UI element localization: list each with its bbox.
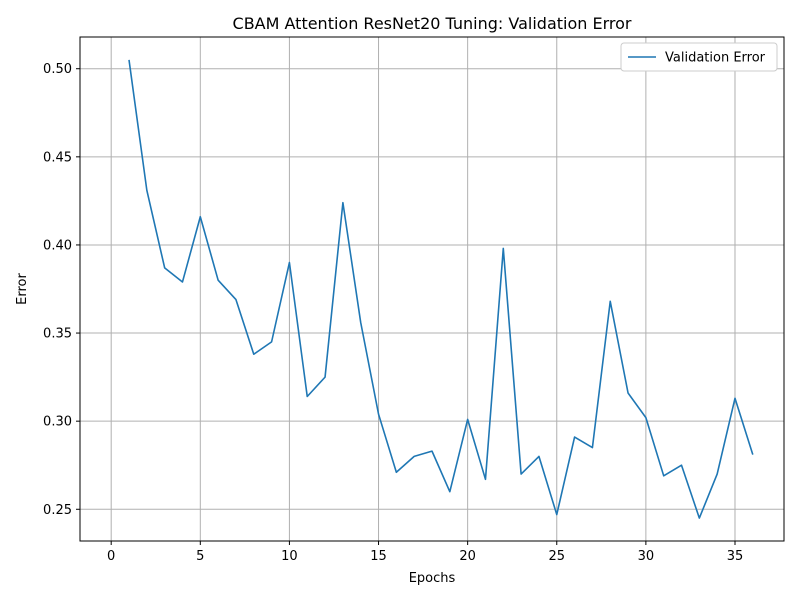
y-tick-label: 0.40 <box>43 238 72 253</box>
x-tick-label: 35 <box>727 549 744 564</box>
x-tick-label: 30 <box>638 549 655 564</box>
series-layer <box>128 59 754 519</box>
x-tick-label: 10 <box>281 549 298 564</box>
grid-layer <box>80 37 784 541</box>
x-axis-label: Epochs <box>409 571 456 586</box>
y-tick-label: 0.35 <box>43 327 72 342</box>
chart-title: CBAM Attention ResNet20 Tuning: Validati… <box>233 14 632 33</box>
series-line-validation-error <box>128 59 754 519</box>
tick-layer: 0 5 10 15 20 25 30 35 0.25 0.30 0.35 0.40 0.45 0.50 <box>43 62 743 564</box>
y-axis-label: Error <box>15 273 30 305</box>
y-tick-label: 0.25 <box>43 503 72 518</box>
x-tick-label: 20 <box>459 549 476 564</box>
y-tick-label: 0.50 <box>43 62 72 77</box>
x-tick-label: 15 <box>370 549 387 564</box>
x-tick-label: 0 <box>107 549 115 564</box>
legend-entry-validation-error: Validation Error <box>665 51 766 66</box>
plot-frame <box>79 36 785 542</box>
x-tick-label: 5 <box>196 549 204 564</box>
legend-box <box>620 42 778 72</box>
y-tick-label: 0.45 <box>43 150 72 165</box>
legend: Validation Error <box>620 42 778 72</box>
x-tick-label: 25 <box>548 549 565 564</box>
y-tick-label: 0.30 <box>43 415 72 430</box>
